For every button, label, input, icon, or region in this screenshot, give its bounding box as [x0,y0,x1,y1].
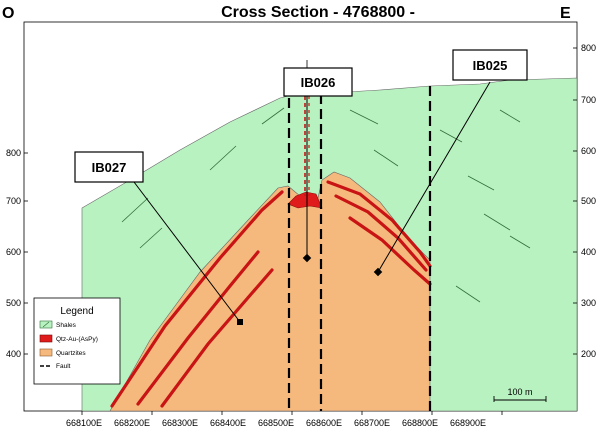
left-tick-label: 800 [6,148,21,158]
bottom-tick-label: 668200E [114,418,150,428]
left-tick-label: 500 [6,298,21,308]
scale-bar-label: 100 m [507,387,532,397]
legend-swatch-qtz-au [39,334,53,343]
legend-label: Fault [56,363,71,370]
faults [287,86,432,411]
right-tick-label: 400 [581,247,596,257]
right-tick-label: 500 [581,196,596,206]
right-tick-label: 600 [581,146,596,156]
qtz-au-body [287,191,323,209]
left-tick-label: 600 [6,247,21,257]
legend-label: Qtz-Au-(AsPy) [56,336,98,343]
bottom-tick-label: 668100E [66,418,102,428]
bottom-tick-label: 668900E [450,418,486,428]
bottom-tick-label: 668800E [402,418,438,428]
callout-ib027[interactable]: IB027 [74,151,243,325]
drillhole-label: IB026 [301,75,336,90]
right-tick-label: 300 [581,298,596,308]
right-tick-label: 800 [581,43,596,53]
page-title: Cross Section - 4768800 - [221,4,415,21]
bottom-tick-label: 668500E [258,418,294,428]
right-tick-label: 700 [581,95,596,105]
callout-ib025[interactable]: IB025 [373,49,528,277]
left-tick-label: 400 [6,349,21,359]
bottom-tick-label: 668600E [306,418,342,428]
right-tick-label: 200 [581,349,596,359]
bottom-axis: 668100E 668200E 668300E 668400E 668500E … [66,411,503,428]
geology [81,60,577,411]
legend-title: Legend [60,306,93,317]
legend-label: Shales [56,322,77,329]
drillhole-label: IB027 [92,160,127,175]
bottom-tick-label: 668400E [210,418,246,428]
drillhole-label: IB025 [473,58,508,73]
legend-swatch-quartzites [39,348,53,357]
left-axis: 800 700 600 500 400 [6,148,28,359]
east-label: E [560,5,571,22]
shale-hatching [121,107,531,303]
west-label: O [2,5,14,22]
callout-ib026[interactable]: IB026 [283,67,353,263]
legend: Legend Shales Qtz-Au-(AsPy) Quartzites F… [33,297,121,385]
bottom-tick-label: 668300E [162,418,198,428]
left-tick-label: 700 [6,196,21,206]
legend-label: Quartzites [56,350,86,357]
right-axis: 800 700 600 500 400 300 200 [573,43,596,359]
scale-bar: 100 m [493,387,547,402]
qtz-au-veins [110,180,432,408]
bottom-tick-label: 668700E [354,418,390,428]
